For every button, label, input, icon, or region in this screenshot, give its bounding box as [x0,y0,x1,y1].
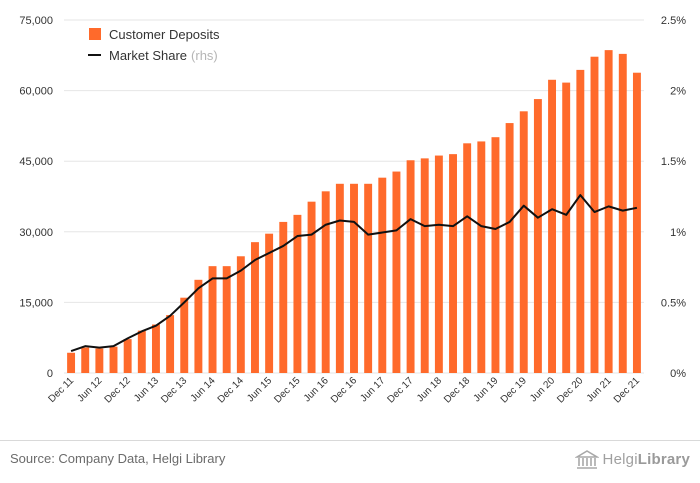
logo-text-regular: Helgi [602,450,638,468]
bar [562,82,571,373]
helgi-library-logo[interactable]: HelgiLibrary [574,448,690,470]
x-tick-label: Jun 21 [585,375,614,404]
legend: Customer Deposits Market Share (rhs) [88,27,220,63]
bar [519,111,528,374]
bar [604,50,613,373]
source-note: Source: Company Data, Helgi Library [10,451,226,466]
y-axis-left: 0 15,000 30,000 45,000 60,000 75,000 [19,15,53,380]
bar [222,266,231,373]
x-tick-label: Jun 13 [132,375,161,404]
bar [307,201,316,373]
y-left-tick-label: 15,000 [19,297,53,309]
bar [463,143,472,373]
y-right-tick-label: 0.5% [661,297,686,309]
bar [81,347,90,373]
y-left-tick-label: 60,000 [19,86,53,98]
legend-label-customer-deposits: Customer Deposits [109,27,220,42]
bar [632,72,641,374]
bar [618,53,627,373]
y-right-tick-label: 2.5% [661,15,686,27]
bar [505,123,514,374]
x-tick-label: Dec 21 [612,375,642,405]
bar [109,346,118,373]
bar [434,155,443,373]
bar [335,183,344,373]
bar [420,158,429,373]
bar [67,352,76,373]
footer-divider [0,440,700,441]
bar [491,137,500,373]
x-tick-label: Dec 15 [272,375,302,405]
bar [194,279,203,373]
y-right-tick-label: 1% [670,227,686,239]
legend-swatch-bar [89,28,101,40]
chart: 0 15,000 30,000 45,000 60,000 75,000 0% 0.5% 1%… [19,15,686,406]
bar [576,69,585,374]
x-tick-label: Dec 19 [499,375,529,405]
bar [477,141,486,373]
bar [350,183,358,373]
bar [208,266,217,373]
bars-customer-deposits [67,50,641,374]
bar [95,348,104,373]
logo-text-bold: Library [637,450,690,468]
x-tick-label: Jun 16 [302,375,331,404]
bar [364,183,373,373]
bar [392,171,401,373]
footer: Source: Company Data, Helgi Library Helg… [0,440,700,483]
y-right-tick-label: 0% [670,368,686,380]
x-tick-label: Jun 18 [415,375,444,404]
bar [548,79,557,374]
bar [533,99,542,374]
x-tick-label: Jun 19 [472,375,501,404]
logo-text: HelgiLibrary [603,451,690,468]
bar [137,330,146,373]
x-tick-label: Jun 17 [358,375,387,404]
bar [449,154,457,373]
y-left-tick-label: 45,000 [19,156,53,168]
bar [180,297,189,373]
bar [406,160,415,373]
bar [590,56,599,373]
bar [123,339,132,373]
y-left-tick-label: 0 [47,368,53,380]
bar [236,256,245,373]
bar [378,177,387,373]
bar [293,214,302,373]
x-tick-label: Jun 15 [245,375,274,404]
bar [166,315,175,373]
library-building-icon [574,450,599,469]
bar [265,233,274,373]
market-share-line [70,194,638,353]
legend-rhs-note: (rhs) [191,48,218,63]
x-tick-label: Jun 14 [189,375,218,404]
y-left-tick-label: 75,000 [19,15,53,27]
x-tick-label: Dec 13 [159,375,189,405]
x-tick-label: Dec 16 [329,375,359,405]
bar [321,191,330,373]
bar [251,242,259,373]
x-tick-label: Dec 17 [386,375,416,405]
y-axis-right: 0% 0.5% 1% 1.5% 2% 2.5% [661,15,686,380]
bar [279,221,288,373]
x-tick-label: Jun 20 [528,375,557,404]
legend-label-market-share: Market Share (rhs) [109,48,218,63]
y-left-tick-label: 30,000 [19,227,53,239]
line-market-share [70,194,638,353]
x-tick-label: Dec 14 [216,375,246,405]
legend-market-share-name: Market Share [109,48,187,63]
x-tick-label: Dec 18 [442,375,472,405]
x-tick-label: Dec 12 [103,375,133,405]
y-right-tick-label: 2% [670,86,686,98]
x-tick-label: Dec 20 [555,375,585,405]
x-tick-label: Jun 12 [75,375,104,404]
y-right-tick-label: 1.5% [661,156,686,168]
bar [151,324,160,373]
